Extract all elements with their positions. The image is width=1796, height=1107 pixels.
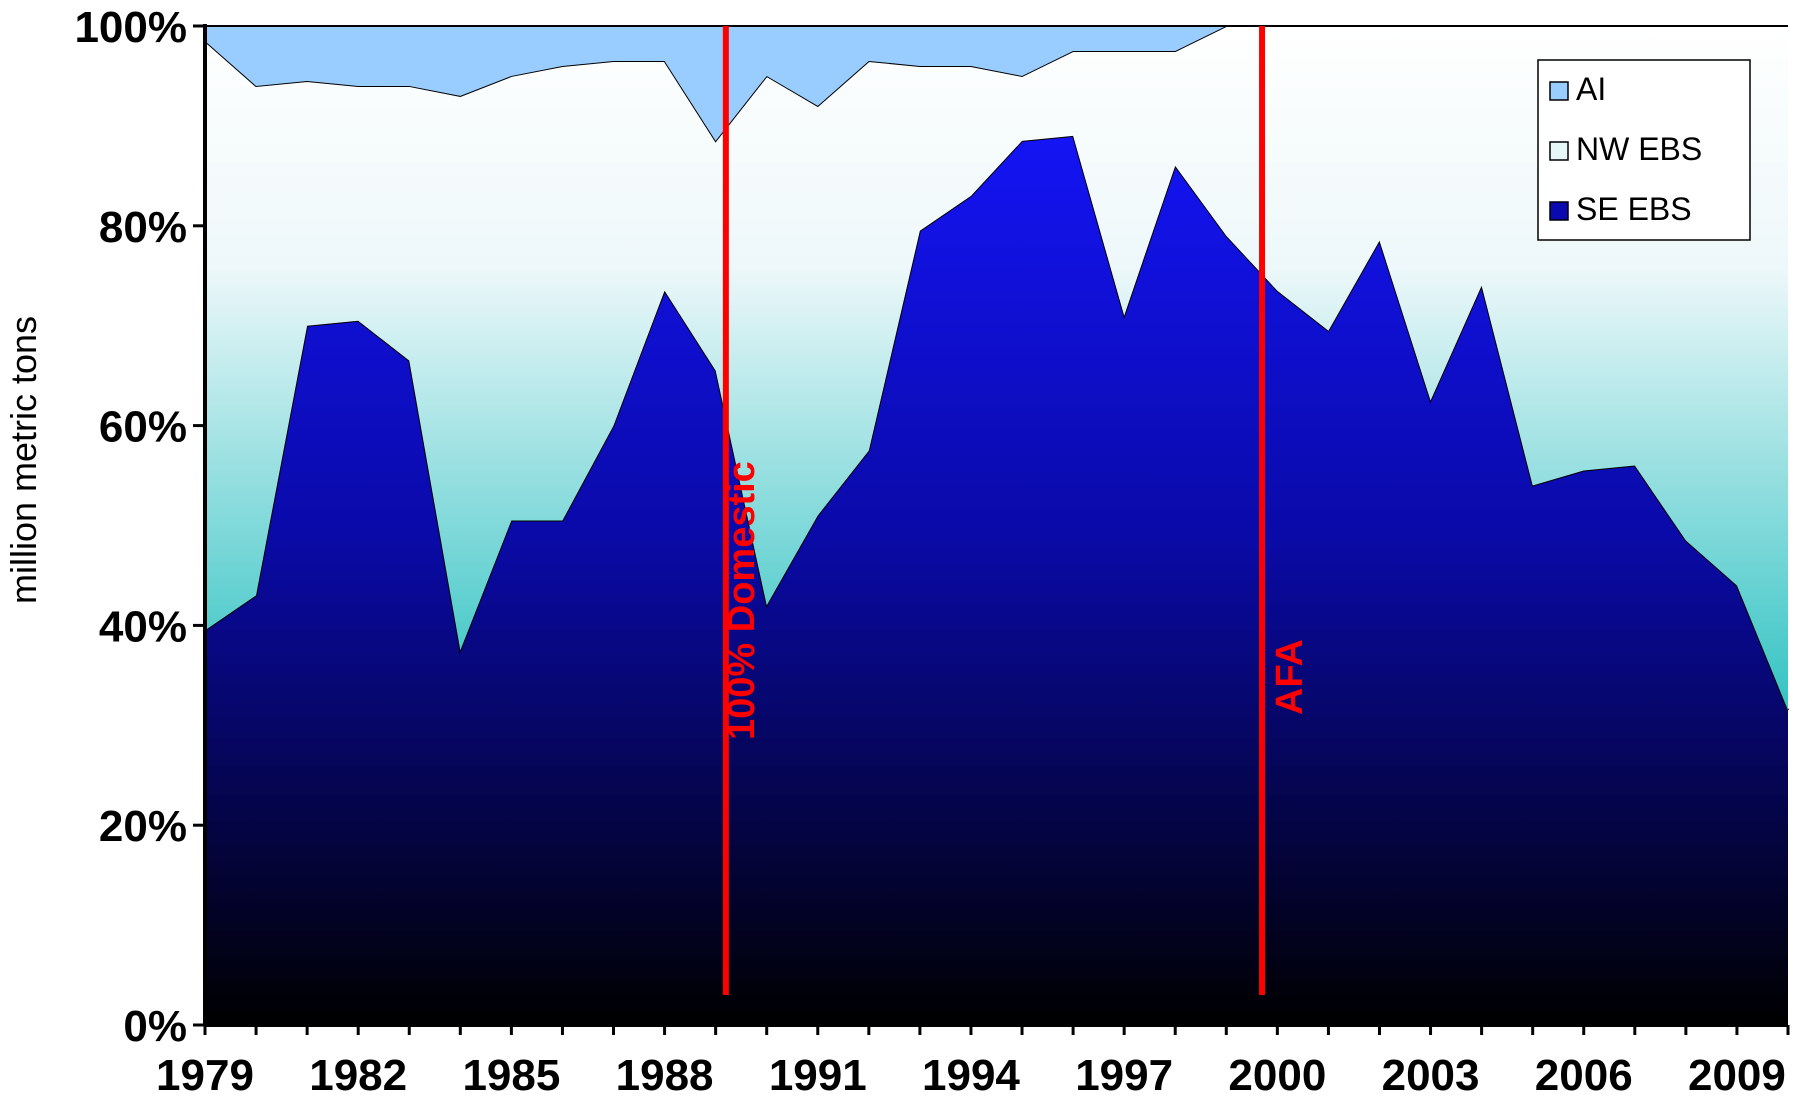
y-tick-label: 0% bbox=[123, 1002, 187, 1051]
legend-swatch bbox=[1549, 81, 1569, 101]
x-tick-label: 1988 bbox=[616, 1051, 714, 1100]
legend-label: AI bbox=[1576, 71, 1606, 107]
legend-swatch bbox=[1549, 141, 1569, 161]
legend-box bbox=[1537, 59, 1751, 241]
y-tick-label: 20% bbox=[99, 802, 187, 851]
legend-label: NW EBS bbox=[1576, 131, 1702, 167]
x-tick-label: 2009 bbox=[1688, 1051, 1786, 1100]
annotation-label-2: AFA bbox=[1269, 639, 1311, 715]
area-ai bbox=[205, 26, 1788, 141]
area-nw-ebs bbox=[205, 26, 1788, 711]
y-tick-label: 100% bbox=[74, 3, 187, 52]
x-tick-label: 1991 bbox=[769, 1051, 867, 1100]
x-tick-label: 1997 bbox=[1075, 1051, 1173, 1100]
y-axis-title: million metric tons bbox=[3, 316, 44, 604]
legend-swatch bbox=[1549, 201, 1569, 221]
x-tick-label: 2000 bbox=[1228, 1051, 1326, 1100]
x-tick-label: 2006 bbox=[1535, 1051, 1633, 1100]
x-tick-label: 2003 bbox=[1382, 1051, 1480, 1100]
area-se-ebs bbox=[205, 135, 1788, 1025]
y-tick-label: 60% bbox=[99, 403, 187, 452]
x-tick-label: 1985 bbox=[462, 1051, 560, 1100]
x-tick-label: 1979 bbox=[156, 1051, 254, 1100]
annotation-label-1: 100% Domestic bbox=[721, 461, 763, 740]
legend-label: SE EBS bbox=[1576, 191, 1692, 227]
x-tick-label: 1994 bbox=[922, 1051, 1020, 1100]
y-tick-label: 80% bbox=[99, 203, 187, 252]
x-tick-label: 1982 bbox=[309, 1051, 407, 1100]
y-tick-label: 40% bbox=[99, 602, 187, 651]
